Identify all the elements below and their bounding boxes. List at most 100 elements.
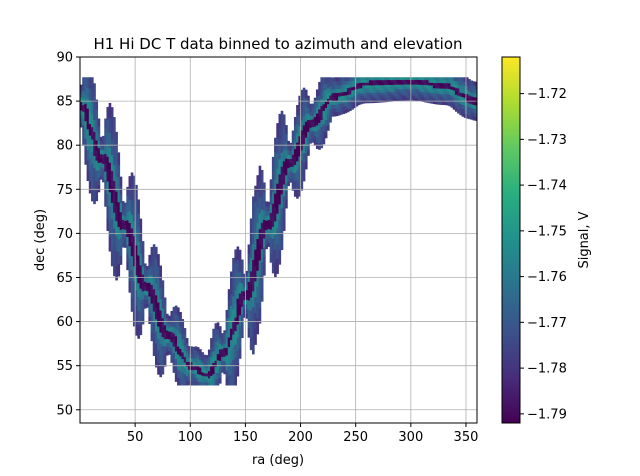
heatmap-cell	[97, 147, 101, 156]
heatmap-cell	[443, 90, 447, 95]
heatmap-cell	[154, 318, 158, 332]
heatmap-cell	[329, 81, 332, 87]
heatmap-cell	[223, 343, 226, 349]
heatmap-cell	[452, 96, 456, 101]
heatmap-cell	[163, 352, 167, 360]
heatmap-cell	[335, 84, 339, 90]
heatmap-cell	[159, 298, 163, 311]
heatmap-cell	[115, 176, 118, 192]
heatmap-cell	[115, 205, 118, 222]
heatmap-cell	[404, 86, 407, 90]
heatmap-cell	[470, 115, 473, 120]
heatmap-cell	[203, 378, 207, 383]
heatmap-cell	[214, 366, 218, 374]
heatmap-cell	[333, 77, 337, 82]
heatmap-cell	[99, 136, 103, 142]
heatmap-cell	[99, 153, 103, 159]
heatmap-cell	[293, 148, 297, 158]
heatmap-cell	[428, 87, 432, 91]
heatmap-cell	[457, 80, 460, 85]
heatmap-cell	[247, 327, 251, 338]
heatmap-cell	[141, 241, 145, 250]
heatmap-cell	[185, 380, 189, 386]
heatmap-cell	[196, 381, 200, 386]
heatmap-cell	[280, 166, 284, 181]
heatmap-cell	[95, 119, 99, 131]
heatmap-cell	[386, 89, 390, 93]
heatmap-cell	[124, 216, 127, 221]
heatmap-cell	[271, 203, 275, 216]
heatmap-cell	[360, 95, 363, 99]
heatmap-cell	[82, 111, 85, 119]
heatmap-cell	[309, 131, 312, 136]
heatmap-cell	[320, 91, 324, 99]
heatmap-cell	[335, 96, 339, 101]
heatmap-cell	[148, 261, 151, 270]
heatmap-cell	[99, 145, 103, 150]
heatmap-cell	[282, 126, 286, 139]
heatmap-cell	[143, 285, 147, 291]
heatmap-cell	[373, 82, 376, 86]
heatmap-cell	[258, 307, 262, 324]
heatmap-cell	[344, 77, 348, 82]
heatmap-cell	[327, 109, 330, 115]
heatmap-cell	[421, 86, 425, 90]
heatmap-cell	[402, 79, 405, 83]
heatmap-cell	[218, 371, 222, 378]
heatmap-cell	[126, 195, 129, 204]
heatmap-cell	[207, 356, 211, 361]
heatmap-cell	[371, 95, 374, 99]
heatmap-cell	[93, 155, 96, 168]
heatmap-cell	[177, 315, 180, 324]
heatmap-cell	[265, 220, 268, 226]
heatmap-cell	[249, 231, 253, 246]
heatmap-cell	[404, 95, 407, 99]
heatmap-cell	[132, 295, 136, 312]
heatmap-cell	[252, 275, 255, 292]
heatmap-cell	[216, 322, 220, 330]
heatmap-cell	[368, 79, 372, 83]
heatmap-cell	[393, 77, 396, 81]
heatmap-cell	[470, 80, 473, 85]
heatmap-cell	[190, 365, 193, 370]
heatmap-cell	[428, 92, 432, 96]
heatmap-cell	[461, 92, 465, 98]
heatmap-cell	[95, 190, 99, 202]
heatmap-cell	[371, 100, 374, 104]
heatmap-cell	[247, 253, 251, 264]
heatmap-cell	[340, 106, 343, 111]
heatmap-cell	[296, 188, 299, 199]
heatmap-cell	[342, 95, 346, 100]
heatmap-cell	[216, 353, 220, 361]
heatmap-cell	[410, 79, 414, 83]
heatmap-cell	[282, 184, 286, 197]
heatmap-cell	[280, 194, 284, 209]
heatmap-cell	[276, 198, 279, 214]
heatmap-cell	[91, 102, 94, 115]
heatmap-cell	[461, 77, 465, 82]
heatmap-cell	[135, 184, 138, 201]
heatmap-cell	[318, 122, 321, 130]
heatmap-cell	[368, 92, 372, 96]
heatmap-cell	[320, 112, 324, 121]
heatmap-cell	[437, 101, 440, 105]
heatmap-cell	[154, 246, 158, 260]
heatmap-cell	[344, 102, 348, 107]
heatmap-cell	[265, 244, 268, 250]
heatmap-cell	[338, 81, 341, 86]
heatmap-cell	[335, 111, 339, 117]
heatmap-cell	[291, 184, 295, 191]
heatmap-cell	[223, 352, 226, 357]
heatmap-cell	[443, 93, 447, 97]
heatmap-cell	[102, 168, 105, 174]
heatmap-cell	[289, 162, 293, 167]
heatmap-cell	[117, 201, 121, 215]
heatmap-cell	[234, 249, 237, 264]
heatmap-cell	[472, 100, 476, 105]
heatmap-cell	[80, 114, 83, 120]
heatmap-cell	[207, 367, 211, 372]
heatmap-cell	[410, 88, 414, 92]
heatmap-cell	[329, 95, 332, 101]
heatmap-cell	[192, 354, 196, 359]
heatmap-cell	[439, 82, 443, 86]
